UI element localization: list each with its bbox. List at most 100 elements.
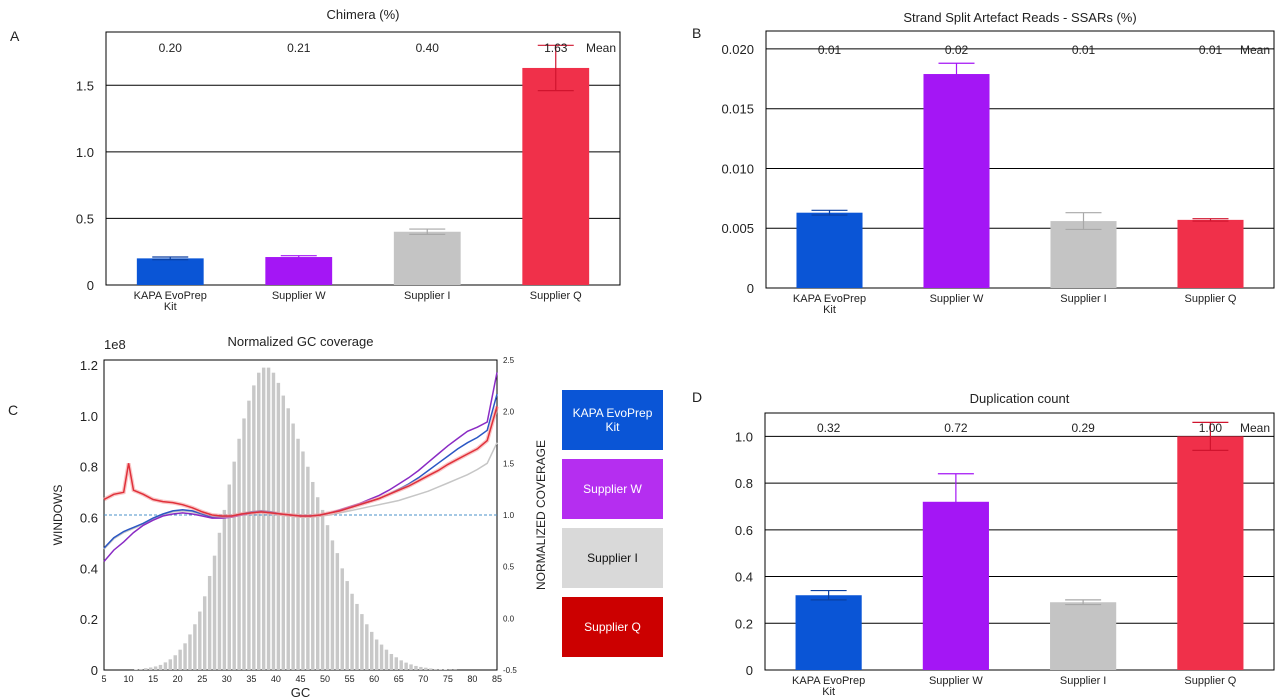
x-tick-label: 70 xyxy=(418,674,428,684)
histogram-bar xyxy=(183,643,187,670)
y-tick-label: 0.015 xyxy=(721,102,754,117)
mean-value-label: 0.40 xyxy=(416,41,440,55)
mean-value-label: 0.29 xyxy=(1071,421,1095,435)
y-tick-label: 0 xyxy=(91,663,98,678)
histogram-bar xyxy=(330,540,335,670)
bar xyxy=(393,231,461,285)
histogram-bar xyxy=(409,664,413,670)
histogram-bar xyxy=(242,418,246,670)
histogram-bar xyxy=(144,668,148,670)
chart-title: Normalized GC coverage xyxy=(228,334,374,349)
bar xyxy=(1177,219,1244,288)
x-tick-label: 50 xyxy=(320,674,330,684)
x-tick-label: KAPA EvoPrep xyxy=(792,675,865,687)
histogram-bar xyxy=(168,659,173,670)
histogram-bar xyxy=(315,497,320,670)
histogram-bar xyxy=(266,367,271,670)
histogram-bar xyxy=(365,624,369,670)
histogram-bar xyxy=(384,649,389,670)
histogram-bar xyxy=(281,395,286,670)
plot-frame xyxy=(765,30,1275,289)
x-tick-label: 20 xyxy=(173,674,183,684)
series-band xyxy=(103,405,499,518)
histogram-bar xyxy=(355,603,359,670)
y2-tick-label: 1.0 xyxy=(503,511,515,520)
duplication-chart: Duplication count 0 0.2 0.4 0.6 0.8 1.0 0.32 KAP… xyxy=(735,391,1275,698)
mean-value-label: 0.02 xyxy=(945,43,969,57)
histogram-bar xyxy=(232,461,236,670)
histogram-bar xyxy=(345,581,349,670)
series-line xyxy=(103,406,498,517)
mean-header-label: Mean xyxy=(1240,421,1270,435)
plot-frame xyxy=(764,412,1275,671)
histogram-bar xyxy=(148,667,153,670)
x-tick-label: KAPA EvoPrep xyxy=(793,293,866,305)
mean-value-label: 0.01 xyxy=(1072,43,1096,57)
histogram-bar xyxy=(202,596,207,670)
x-tick-label: 85 xyxy=(492,674,502,684)
x-tick-label: Supplier W xyxy=(930,293,984,305)
bar xyxy=(1177,436,1244,670)
bar xyxy=(522,67,590,285)
x-tick-label: Kit xyxy=(164,301,177,313)
histogram-bar xyxy=(198,611,202,670)
y2-tick-label: 2.5 xyxy=(503,356,515,365)
histogram-bar xyxy=(296,438,300,670)
histogram-bar xyxy=(178,649,182,670)
histogram-bar xyxy=(257,372,261,670)
x-tick-label: 55 xyxy=(345,674,355,684)
y-tick-label: 0 xyxy=(746,663,753,678)
histogram-bar xyxy=(212,555,217,670)
histogram-bar xyxy=(207,575,212,670)
y-tick-label: 1.0 xyxy=(80,409,98,424)
x-tick-label: Supplier Q xyxy=(1185,293,1237,305)
y-tick-label: 0.2 xyxy=(80,612,98,627)
histogram-bar xyxy=(424,667,428,670)
histogram-bar xyxy=(158,664,163,670)
y2-tick-label: 0.0 xyxy=(503,614,515,623)
mean-value-label: 0.32 xyxy=(817,421,841,435)
x-tick-label: 35 xyxy=(246,674,256,684)
chart-title: Strand Split Artefact Reads - SSARs (%) xyxy=(903,10,1136,25)
panel-letter-d: D xyxy=(692,389,703,405)
histogram-bar xyxy=(139,668,143,670)
x-tick-label: Kit xyxy=(822,686,835,698)
chimera-chart: Chimera (%) 0 0.5 1.0 1.5 0.20 KAPA EvoPrepKit… xyxy=(76,7,621,313)
y2-tick-label: 2.0 xyxy=(503,408,515,417)
x-tick-label: 75 xyxy=(443,674,453,684)
legend-item-supplier-w: Supplier W xyxy=(562,459,663,519)
histogram-bar xyxy=(379,644,384,670)
x-tick-label: Kit xyxy=(823,304,836,316)
histogram-bar xyxy=(291,423,295,670)
y2-tick-label: 1.5 xyxy=(503,459,515,468)
legend-item-supplier-q: Supplier Q xyxy=(562,597,663,657)
legend-label-kapa: KAPA EvoPrep Kit xyxy=(572,406,653,434)
x-tick-label: 40 xyxy=(271,674,281,684)
histogram-bar xyxy=(325,525,330,670)
histogram-bar xyxy=(443,669,448,670)
chart-title: Chimera (%) xyxy=(327,7,400,22)
histogram-bar xyxy=(237,438,241,670)
bar xyxy=(923,74,990,288)
y-tick-label: 0.4 xyxy=(80,561,98,576)
chart-title: Duplication count xyxy=(970,391,1070,406)
y-tick-label: 0.010 xyxy=(721,161,754,176)
y-axis-label: WINDOWS xyxy=(51,485,65,546)
histogram-bar xyxy=(404,662,408,670)
histogram-bar xyxy=(394,657,399,670)
histogram-bar xyxy=(340,568,344,670)
histogram-bar xyxy=(222,509,227,670)
histogram-bar xyxy=(374,639,379,670)
histogram-bar xyxy=(320,509,325,670)
x-tick-label: Supplier I xyxy=(404,290,450,302)
x-tick-label: Supplier W xyxy=(272,290,326,302)
panel-letter-c: C xyxy=(8,402,19,418)
mean-value-label: 1.00 xyxy=(1199,421,1223,435)
histogram-bar xyxy=(306,466,310,670)
histogram-bar xyxy=(217,532,222,670)
histogram-bar xyxy=(399,660,403,670)
y2-tick-label: 0.5 xyxy=(503,563,515,572)
x-tick-label: 15 xyxy=(148,674,158,684)
y-tick-label: 0.6 xyxy=(735,523,753,538)
histogram-bar xyxy=(301,451,305,670)
